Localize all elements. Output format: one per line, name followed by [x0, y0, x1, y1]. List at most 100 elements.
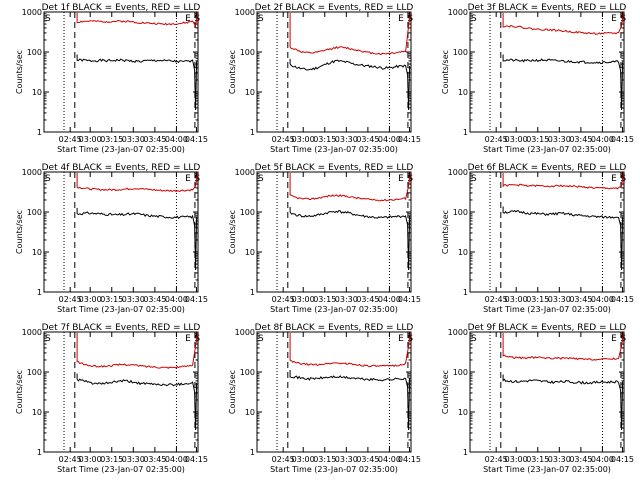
y-tick-label: 100 — [240, 48, 255, 57]
x-tick-label: 03:15 — [100, 135, 123, 144]
event-marker-label: S — [45, 14, 51, 24]
chart-title: Det 8f BLACK = Events, RED = LLD — [255, 323, 414, 333]
x-tick-label: 04:15 — [185, 295, 208, 304]
x-tick-label: 03:45 — [143, 455, 166, 464]
x-tick-label: 04:00 — [378, 455, 401, 464]
y-tick-label: 10 — [458, 248, 468, 257]
y-tick-label: 1 — [250, 128, 255, 137]
x-tick-label: 03:15 — [100, 295, 123, 304]
chart-title: Det 9f BLACK = Events, RED = LLD — [468, 323, 627, 333]
chart-panel: Det 8f BLACK = Events, RED = LLD 1 10 100 10… — [228, 323, 421, 474]
x-tick-label: 04:15 — [398, 455, 421, 464]
y-tick-label: 100 — [27, 48, 42, 57]
x-tick-label: 03:45 — [569, 295, 592, 304]
y-axis-label: Counts/sec — [15, 370, 24, 414]
x-tick-label: 04:00 — [378, 135, 401, 144]
x-tick-label: 03:00 — [292, 135, 315, 144]
x-tick-label: 03:15 — [526, 455, 549, 464]
event-marker-label: S — [45, 334, 51, 344]
y-axis-label: Counts/sec — [441, 210, 450, 254]
events-series-line — [502, 206, 624, 271]
lld-series-line — [76, 332, 199, 369]
events-series-line — [76, 54, 198, 111]
x-tick-label: 04:00 — [378, 295, 401, 304]
y-tick-label: 10 — [245, 408, 255, 417]
events-series-line — [289, 370, 411, 431]
y-tick-label: 100 — [453, 208, 468, 217]
y-tick-label: 100 — [240, 208, 255, 217]
x-tick-label: 03:45 — [356, 455, 379, 464]
event-marker-label: E — [611, 14, 617, 24]
x-axis-label: Start Time (23-Jan-07 02:35:00) — [483, 465, 611, 474]
x-tick-label: 04:15 — [398, 135, 421, 144]
y-tick-label: 1 — [37, 448, 42, 457]
x-tick-label: 03:30 — [122, 455, 145, 464]
plot-frame — [469, 171, 625, 293]
y-tick-label: 1000 — [235, 8, 255, 17]
x-tick-label: 03:30 — [548, 455, 571, 464]
x-tick-label: 04:15 — [185, 135, 208, 144]
plot-frame — [43, 11, 199, 133]
x-tick-label: 02:45 — [59, 135, 82, 144]
event-marker-label: S — [194, 174, 200, 184]
x-tick-label: 03:00 — [292, 455, 315, 464]
x-tick-label: 04:00 — [591, 135, 614, 144]
x-tick-label: 03:30 — [548, 135, 571, 144]
lld-series-line — [502, 172, 625, 190]
lld-series-line — [289, 172, 412, 202]
y-tick-label: 10 — [32, 408, 42, 417]
events-series-line — [289, 58, 411, 111]
x-tick-label: 03:15 — [313, 455, 336, 464]
x-axis-label: Start Time (23-Jan-07 02:35:00) — [270, 465, 398, 474]
plot-frame — [469, 331, 625, 453]
x-tick-label: 02:45 — [272, 135, 295, 144]
x-tick-label: 03:45 — [143, 135, 166, 144]
chart-title: Det 5f BLACK = Events, RED = LLD — [255, 163, 414, 173]
y-axis-label: Counts/sec — [441, 50, 450, 94]
x-tick-label: 03:30 — [335, 295, 358, 304]
x-tick-label: 03:30 — [548, 295, 571, 304]
x-tick-label: 03:45 — [143, 295, 166, 304]
x-tick-label: 03:30 — [335, 455, 358, 464]
y-tick-label: 10 — [245, 248, 255, 257]
chart-panel: Det 4f BLACK = Events, RED = LLD 1 10 100 10… — [15, 163, 208, 314]
x-tick-label: 03:45 — [356, 135, 379, 144]
y-tick-label: 10 — [458, 88, 468, 97]
event-marker-label: S — [258, 14, 264, 24]
x-tick-label: 03:30 — [122, 135, 145, 144]
event-marker-label: S — [620, 14, 626, 24]
plot-frame — [256, 171, 412, 293]
x-axis-label: Start Time (23-Jan-07 02:35:00) — [57, 145, 185, 154]
event-marker-label: E — [398, 174, 404, 184]
lld-series-line — [289, 12, 412, 55]
y-tick-label: 1000 — [448, 8, 468, 17]
x-tick-label: 04:00 — [591, 295, 614, 304]
event-marker-label: E — [185, 174, 191, 184]
chart-title: Det 3f BLACK = Events, RED = LLD — [468, 3, 627, 13]
chart-panel: Det 3f BLACK = Events, RED = LLD 1 10 100 10… — [441, 3, 634, 154]
x-tick-label: 04:15 — [611, 295, 634, 304]
y-tick-label: 100 — [27, 368, 42, 377]
event-marker-label: S — [258, 334, 264, 344]
y-tick-label: 100 — [453, 48, 468, 57]
y-tick-label: 1000 — [22, 8, 42, 17]
x-tick-label: 03:15 — [313, 295, 336, 304]
chart-title: Det 6f BLACK = Events, RED = LLD — [468, 163, 627, 173]
plot-frame — [469, 11, 625, 133]
chart-panel: Det 9f BLACK = Events, RED = LLD 1 10 100 10… — [441, 323, 634, 474]
x-tick-label: 03:30 — [122, 295, 145, 304]
x-tick-label: 02:45 — [485, 295, 508, 304]
event-marker-label: S — [471, 334, 477, 344]
event-marker-label: S — [407, 334, 413, 344]
chart-title: Det 7f BLACK = Events, RED = LLD — [42, 323, 201, 333]
x-tick-label: 03:00 — [292, 295, 315, 304]
chart-panel: Det 2f BLACK = Events, RED = LLD 1 10 100 10… — [228, 3, 421, 154]
lld-series-line — [289, 332, 412, 368]
y-tick-label: 1000 — [235, 168, 255, 177]
event-marker-label: E — [185, 334, 191, 344]
event-marker-label: E — [611, 334, 617, 344]
event-marker-label: S — [194, 14, 200, 24]
chart-panel: Det 1f BLACK = Events, RED = LLD 1 10 100 10… — [15, 3, 208, 154]
y-tick-label: 1000 — [22, 328, 42, 337]
